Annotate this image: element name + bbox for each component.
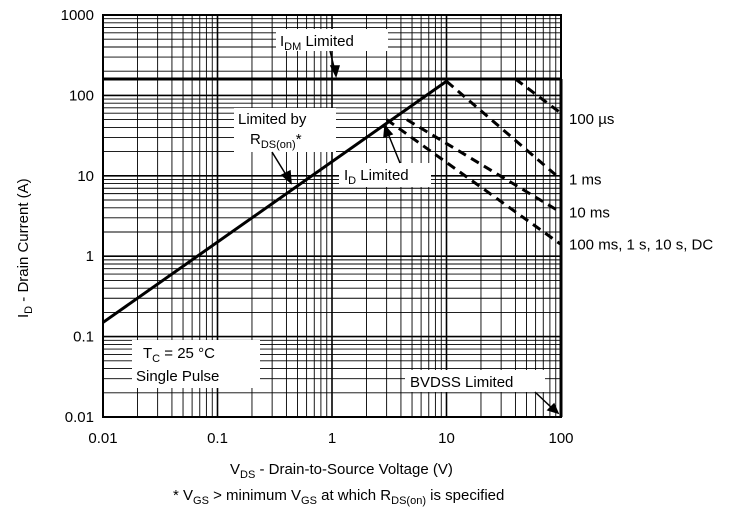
plot-frame <box>102 14 562 418</box>
bvdss-arrow <box>534 391 554 410</box>
rds-limited-line1: Limited by <box>238 111 307 128</box>
x-tick-label: 1 <box>328 430 336 447</box>
x-tick-label: 10 <box>438 430 455 447</box>
x-axis-title: VDS - Drain-to-Source Voltage (V) <box>230 461 453 481</box>
id-label-bg <box>339 163 431 187</box>
y-tick-label: 1 <box>86 248 94 265</box>
series-line-100us <box>514 77 562 115</box>
rds-label-bg <box>234 108 336 152</box>
y-tick-label: 100 <box>69 87 94 104</box>
idm-label-bg <box>276 29 388 51</box>
series-line-1ms <box>445 80 562 181</box>
id-arrowhead <box>383 124 394 139</box>
rds-limited-line2: RDS(on)* <box>250 131 302 151</box>
annotation-arrows <box>271 50 560 415</box>
x-tick-label: 100 <box>548 430 573 447</box>
series-label-100ms: 100 ms, 1 s, 10 s, DC <box>569 236 713 253</box>
x-tick-label: 0.01 <box>88 430 117 447</box>
series-line-10ms <box>406 118 562 214</box>
rds-arrowhead <box>280 169 292 185</box>
idm-limited-label: IDM Limited <box>280 33 354 53</box>
footnote: * VGS > minimum VGS at which RDS(on) is … <box>173 487 504 507</box>
y-axis-title: ID - Drain Current (A) <box>15 178 35 318</box>
bvdss-arrowhead <box>546 402 560 415</box>
series-labels: 100 µs 1 ms 10 ms 100 ms, 1 s, 10 s, DC <box>569 111 713 253</box>
id-arrow <box>386 130 401 164</box>
y-tick-label: 0.01 <box>65 409 94 426</box>
y-tick-label: 0.1 <box>73 329 94 346</box>
tick-labels: 0.01 0.1 1 10 100 0.01 0.1 1 10 100 1000 <box>61 7 574 447</box>
series-label-1ms: 1 ms <box>569 171 602 188</box>
y-tick-label: 10 <box>77 168 94 185</box>
conditions-label-bg <box>132 340 260 388</box>
y-tick-label: 1000 <box>61 7 94 24</box>
conditions-line2: Single Pulse <box>136 368 219 385</box>
series-label-100us: 100 µs <box>569 111 614 128</box>
bvdss-label-bg <box>405 370 545 392</box>
conditions-line1: TC = 25 °C <box>143 345 215 365</box>
bvdss-limited-label: BVDSS Limited <box>410 374 513 391</box>
x-tick-label: 0.1 <box>207 430 228 447</box>
idm-arrowhead <box>329 65 341 79</box>
series-label-10ms: 10 ms <box>569 204 610 221</box>
series-line-100ms <box>385 118 562 246</box>
legend-bg <box>563 100 749 265</box>
id-limited-label: ID Limited <box>344 167 409 187</box>
